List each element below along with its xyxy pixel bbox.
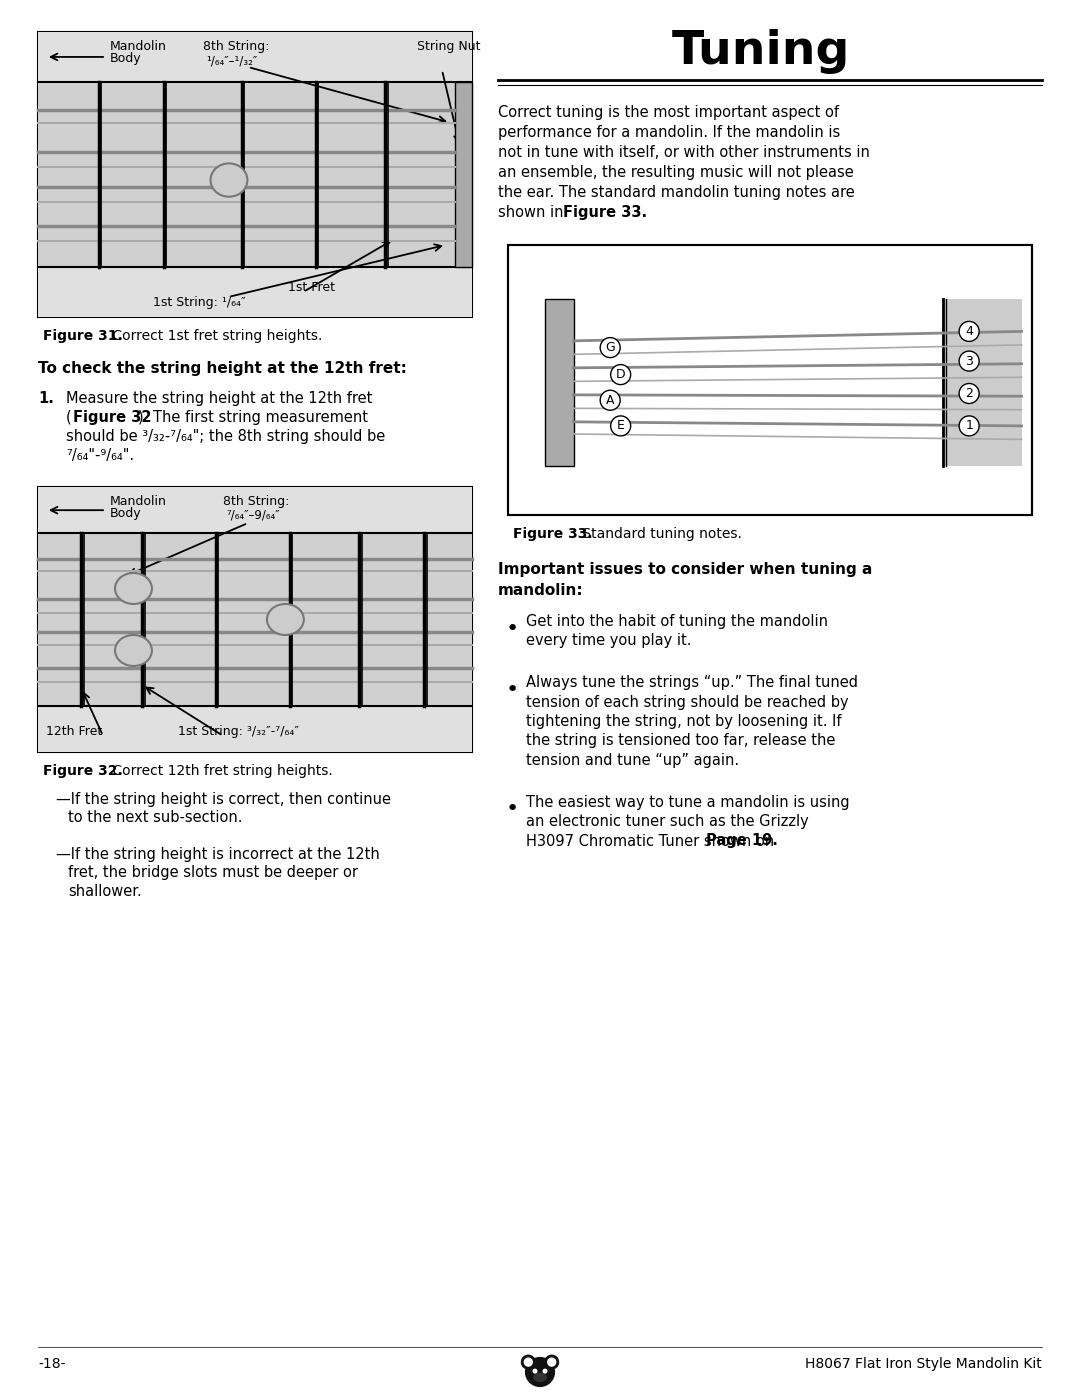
- Ellipse shape: [267, 604, 303, 636]
- Circle shape: [959, 351, 980, 372]
- Text: Figure 32.: Figure 32.: [43, 764, 123, 778]
- Circle shape: [526, 1358, 554, 1386]
- Text: H8067 Flat Iron Style Mandolin Kit: H8067 Flat Iron Style Mandolin Kit: [806, 1356, 1042, 1370]
- Text: should be ³/₃₂-⁷/₆₄"; the 8th string should be: should be ³/₃₂-⁷/₆₄"; the 8th string sho…: [66, 429, 386, 444]
- Text: performance for a mandolin. If the mandolin is: performance for a mandolin. If the mando…: [498, 124, 840, 140]
- Text: Standard tuning notes.: Standard tuning notes.: [578, 527, 742, 541]
- Text: Body: Body: [110, 52, 141, 66]
- Text: Tuning: Tuning: [672, 29, 850, 74]
- Text: 1: 1: [966, 419, 973, 433]
- Bar: [38, 32, 472, 317]
- Text: ¹/₆₄″–¹/₃₂″: ¹/₆₄″–¹/₃₂″: [206, 54, 257, 67]
- Ellipse shape: [534, 1373, 546, 1382]
- Text: 1st String: ¹/₆₄″: 1st String: ¹/₆₄″: [153, 296, 245, 309]
- Text: fret, the bridge slots must be deeper or: fret, the bridge slots must be deeper or: [68, 866, 357, 880]
- Text: G: G: [605, 341, 615, 353]
- Text: tension of each string should be reached by: tension of each string should be reached…: [526, 694, 849, 710]
- Bar: [38, 534, 472, 705]
- Text: D: D: [616, 367, 625, 381]
- Text: Body: Body: [110, 507, 141, 520]
- Ellipse shape: [116, 573, 152, 604]
- Text: E: E: [617, 419, 624, 433]
- Text: an ensemble, the resulting music will not please: an ensemble, the resulting music will no…: [498, 165, 854, 180]
- Ellipse shape: [116, 636, 152, 666]
- Text: Correct tuning is the most important aspect of: Correct tuning is the most important asp…: [498, 105, 839, 120]
- Text: not in tune with itself, or with other instruments in: not in tune with itself, or with other i…: [498, 145, 869, 161]
- Text: shallower.: shallower.: [68, 884, 141, 900]
- Text: —If the string height is incorrect at the 12th: —If the string height is incorrect at th…: [56, 847, 380, 862]
- Text: Correct 12th fret string heights.: Correct 12th fret string heights.: [108, 764, 333, 778]
- Text: To check the string height at the 12th fret:: To check the string height at the 12th f…: [38, 360, 407, 376]
- Text: Figure 33.: Figure 33.: [513, 527, 593, 541]
- Circle shape: [610, 416, 631, 436]
- Text: •: •: [507, 619, 519, 638]
- Circle shape: [610, 365, 631, 384]
- Text: •: •: [507, 680, 519, 700]
- Text: 4: 4: [966, 326, 973, 338]
- Circle shape: [543, 1369, 546, 1373]
- Text: shown in: shown in: [498, 205, 568, 219]
- Text: tightening the string, not by loosening it. If: tightening the string, not by loosening …: [526, 714, 841, 729]
- Circle shape: [959, 416, 980, 436]
- Text: Correct 1st fret string heights.: Correct 1st fret string heights.: [108, 330, 322, 344]
- Text: 8th String:: 8th String:: [222, 495, 289, 509]
- Text: every time you play it.: every time you play it.: [526, 633, 691, 648]
- Text: ⁷/₆₄"-⁹/₆₄".: ⁷/₆₄"-⁹/₆₄".: [66, 448, 134, 462]
- Text: Figure 32: Figure 32: [73, 409, 151, 425]
- Text: 12th Fret: 12th Fret: [46, 725, 103, 738]
- Text: •: •: [507, 799, 519, 820]
- Text: 1.: 1.: [38, 391, 54, 407]
- Ellipse shape: [211, 163, 247, 197]
- Text: Always tune the strings “up.” The final tuned: Always tune the strings “up.” The final …: [526, 675, 858, 690]
- Circle shape: [959, 384, 980, 404]
- Text: ⁷/₆₄″–9/₆₄″: ⁷/₆₄″–9/₆₄″: [226, 509, 280, 522]
- Text: 3: 3: [966, 355, 973, 367]
- Text: Figure 33.: Figure 33.: [563, 205, 647, 219]
- Text: The easiest way to tune a mandolin is using: The easiest way to tune a mandolin is us…: [526, 795, 850, 809]
- Bar: [508, 244, 1032, 515]
- Bar: [943, 299, 1022, 467]
- Circle shape: [524, 1358, 532, 1366]
- Text: mandolin:: mandolin:: [498, 583, 583, 598]
- Text: Figure 31.: Figure 31.: [43, 330, 123, 344]
- Circle shape: [534, 1369, 537, 1373]
- Text: the string is tensioned too far, release the: the string is tensioned too far, release…: [526, 733, 835, 749]
- Text: —If the string height is correct, then continue: —If the string height is correct, then c…: [56, 792, 391, 807]
- Text: Measure the string height at the 12th fret: Measure the string height at the 12th fr…: [66, 391, 373, 407]
- Bar: [38, 488, 472, 534]
- Bar: [508, 244, 1032, 515]
- Circle shape: [548, 1358, 556, 1366]
- Text: Page 19.: Page 19.: [706, 834, 778, 848]
- Circle shape: [600, 390, 620, 411]
- Bar: [38, 488, 472, 752]
- Circle shape: [522, 1355, 536, 1369]
- Text: String Nut: String Nut: [417, 41, 481, 53]
- Bar: [38, 705, 472, 752]
- Text: Mandolin: Mandolin: [110, 495, 167, 509]
- Text: -18-: -18-: [38, 1356, 66, 1370]
- Text: (: (: [66, 409, 71, 425]
- Text: Important issues to consider when tuning a: Important issues to consider when tuning…: [498, 562, 873, 577]
- Text: 1st Fret: 1st Fret: [288, 281, 335, 293]
- Bar: [38, 32, 472, 82]
- Text: 2: 2: [966, 387, 973, 400]
- Circle shape: [545, 1355, 558, 1369]
- Circle shape: [959, 321, 980, 341]
- Text: 1st String: ³/₃₂″-⁷/₆₄″: 1st String: ³/₃₂″-⁷/₆₄″: [178, 725, 299, 738]
- Bar: [38, 267, 472, 317]
- Text: ). The first string measurement: ). The first string measurement: [138, 409, 368, 425]
- Bar: [455, 82, 472, 267]
- Text: H3097 Chromatic Tuner shown on: H3097 Chromatic Tuner shown on: [526, 834, 779, 848]
- Bar: [38, 82, 472, 267]
- Text: Get into the habit of tuning the mandolin: Get into the habit of tuning the mandoli…: [526, 615, 828, 629]
- Circle shape: [600, 338, 620, 358]
- Text: Mandolin: Mandolin: [110, 41, 167, 53]
- Bar: [544, 299, 573, 467]
- Text: to the next sub-section.: to the next sub-section.: [68, 810, 243, 826]
- Text: 8th String:: 8th String:: [203, 41, 269, 53]
- Text: an electronic tuner such as the Grizzly: an electronic tuner such as the Grizzly: [526, 814, 809, 828]
- Text: tension and tune “up” again.: tension and tune “up” again.: [526, 753, 739, 768]
- Text: A: A: [606, 394, 615, 407]
- Text: the ear. The standard mandolin tuning notes are: the ear. The standard mandolin tuning no…: [498, 184, 854, 200]
